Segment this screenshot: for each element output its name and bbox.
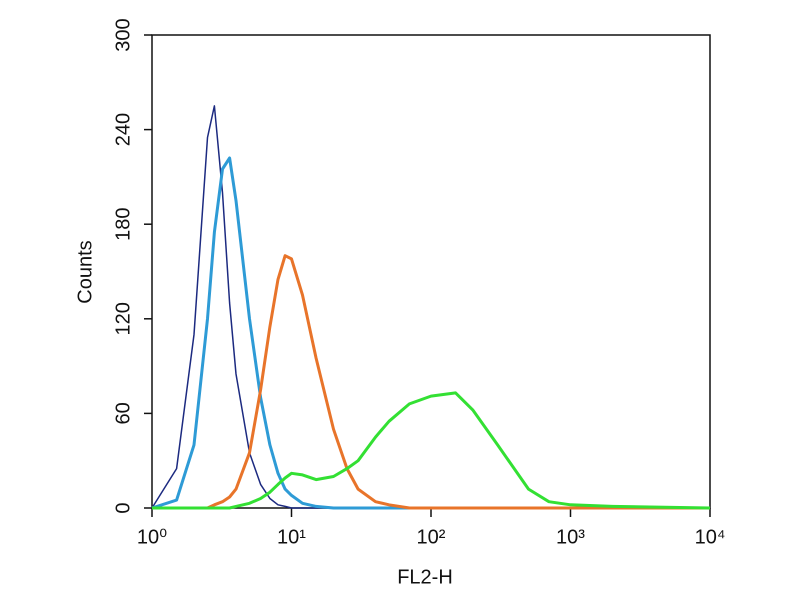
plot-frame	[151, 34, 711, 509]
y-tick-label: 300	[112, 18, 134, 51]
x-tick-label: 10¹	[277, 526, 306, 548]
y-axis-label: Counts	[74, 240, 96, 303]
y-tick-label: 240	[112, 113, 134, 146]
x-tick-label: 10³	[556, 526, 585, 548]
histogram-line	[152, 254, 710, 510]
y-tick-label: 60	[112, 402, 134, 424]
x-tick-label: 10⁰	[137, 526, 167, 548]
x-tick-label: 10⁴	[695, 526, 726, 548]
histogram-line	[152, 391, 711, 510]
x-axis-label: FL2-H	[397, 566, 453, 588]
y-tick-label: 0	[112, 502, 134, 513]
x-tick-label: 10²	[417, 526, 446, 548]
histogram-line	[151, 156, 710, 510]
histogram-line	[151, 105, 710, 509]
y-tick-label: 120	[112, 302, 134, 335]
y-tick-label: 180	[112, 208, 134, 241]
